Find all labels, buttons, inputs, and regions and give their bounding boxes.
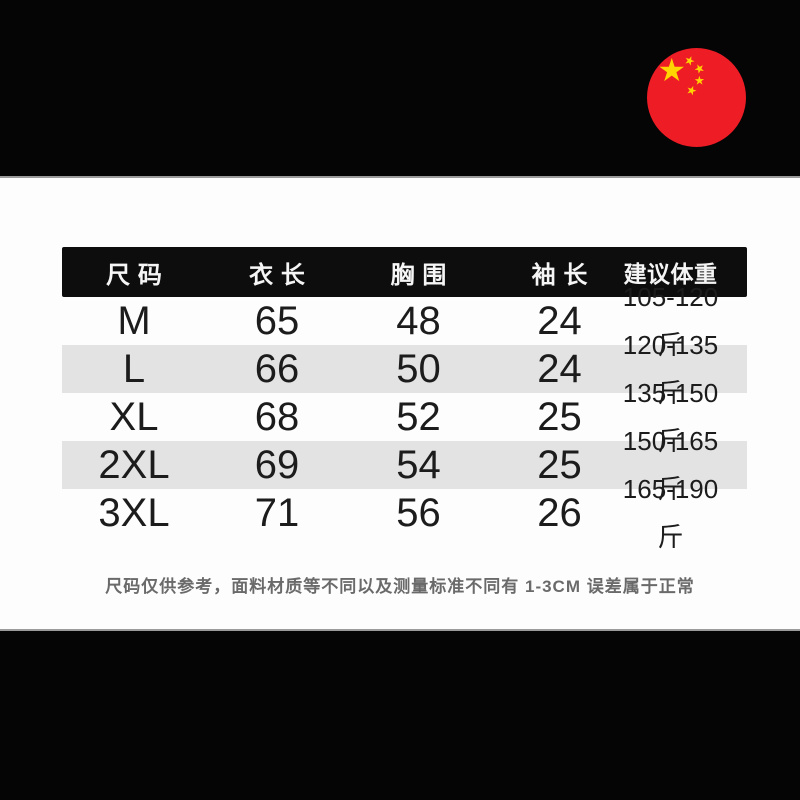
cell-sleeve: 24: [537, 299, 582, 343]
cell-weight: 120-135斤: [622, 330, 719, 408]
table-row-2xl: 2XL 69 54 25 150-165斤: [62, 426, 747, 504]
cell-length: 69: [254, 443, 300, 487]
table-row-l: L 66 50 24 120-135斤: [62, 330, 747, 408]
table-row-xl: XL 68 52 25 135-150斤: [62, 378, 747, 456]
size-table: 尺码 衣长 胸围 袖长 建议体重 M 65 48 24 105-120斤 L 6…: [62, 247, 747, 552]
cell-size: M: [117, 299, 151, 343]
header-size: 尺码: [106, 261, 170, 289]
table-row-3xl: 3XL 71 56 26 165-190斤: [62, 474, 747, 552]
cell-weight: 150-165斤: [622, 426, 719, 504]
cell-bust: 52: [396, 395, 441, 439]
header-length: 衣长: [249, 261, 313, 289]
cell-weight: 165-190斤: [622, 474, 719, 552]
cell-sleeve: 25: [537, 443, 582, 487]
cell-size: L: [122, 347, 146, 391]
disclaimer-note: 尺码仅供参考，面料材质等不同以及测量标准不同有 1-3CM 误差属于正常: [105, 577, 695, 596]
header-sleeve: 袖长: [531, 261, 596, 289]
cell-length: 71: [254, 491, 300, 535]
cell-length: 65: [254, 299, 300, 343]
table-row-m: M 65 48 24 105-120斤: [62, 282, 747, 360]
cell-weight: 105-120斤: [622, 282, 719, 360]
header-bust: 胸围: [390, 261, 455, 289]
chart-area: 尺码 衣长 胸围 袖长 建议体重 M 65 48 24 105-120斤 L 6…: [0, 178, 800, 629]
cell-size: 3XL: [98, 491, 170, 535]
cell-length: 68: [254, 395, 300, 439]
cell-bust: 54: [396, 443, 441, 487]
size-table-header-row: 尺码 衣长 胸围 袖长 建议体重: [62, 247, 747, 297]
cell-bust: 48: [396, 299, 441, 343]
china-flag-icon: [647, 48, 746, 147]
cell-sleeve: 26: [537, 491, 582, 535]
cell-size: XL: [109, 395, 159, 439]
cell-weight: 135-150斤: [622, 378, 719, 456]
cell-sleeve: 25: [537, 395, 582, 439]
bottom-letterbox-bar: [0, 629, 800, 800]
cell-size: 2XL: [98, 443, 170, 487]
top-letterbox-bar: [0, 0, 800, 178]
cell-bust: 50: [396, 347, 441, 391]
header-weight: 建议体重: [623, 261, 718, 287]
cell-bust: 56: [396, 491, 441, 535]
cell-length: 66: [254, 347, 300, 391]
cell-sleeve: 24: [537, 347, 582, 391]
